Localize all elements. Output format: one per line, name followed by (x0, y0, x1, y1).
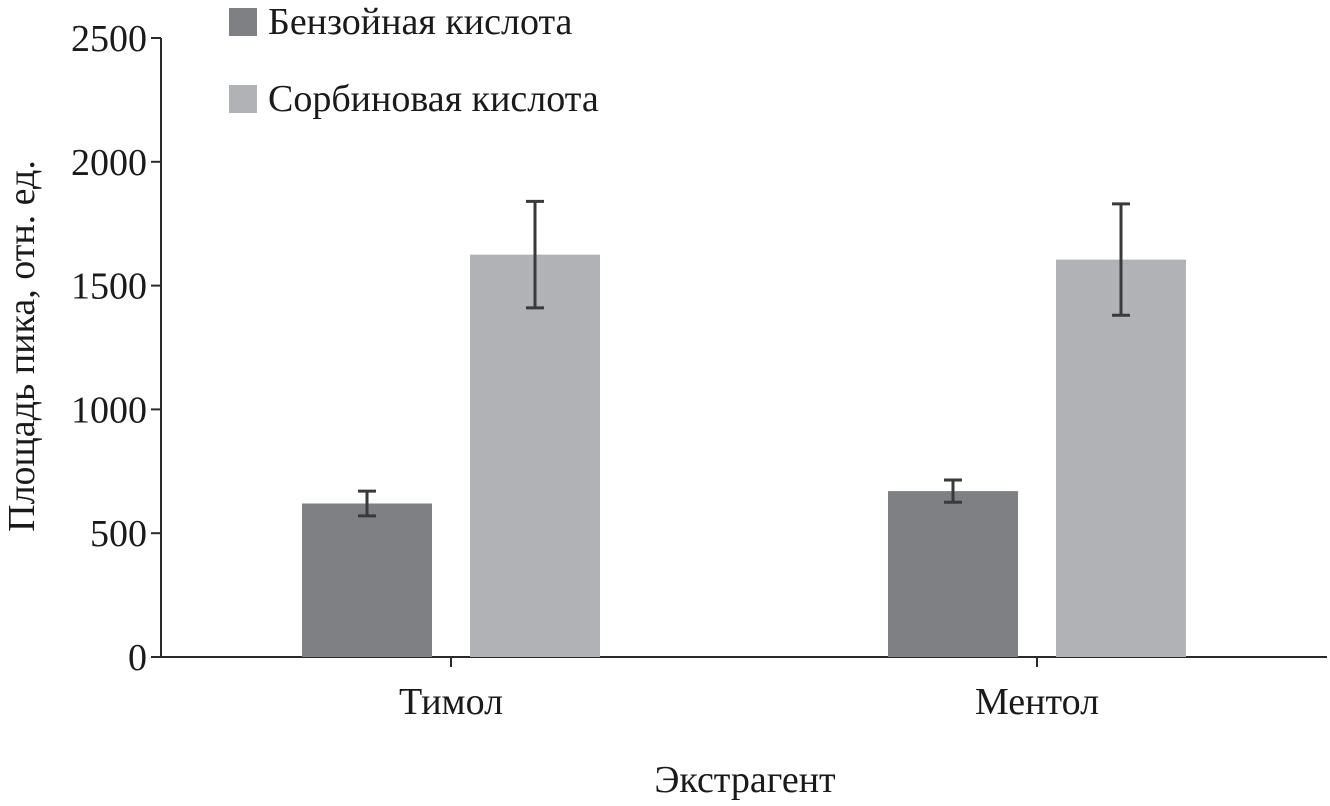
bar (1056, 259, 1186, 657)
legend-label: Сорбиновая кислота (268, 78, 599, 120)
legend-item: Бензойная кислота (229, 1, 573, 43)
y-tick-label: 2500 (71, 18, 147, 60)
error-bar (1112, 202, 1130, 317)
y-tick-label: 0 (128, 637, 147, 679)
y-axis: 0 500 1000 1500 2000 2500 (71, 18, 162, 679)
error-bar (944, 478, 962, 504)
error-bars (358, 199, 1130, 518)
x-tick-label: Тимол (399, 681, 503, 723)
y-tick-label: 500 (90, 513, 147, 555)
bar (470, 254, 600, 657)
y-tick-label: 1500 (71, 266, 147, 308)
error-bar (358, 489, 376, 518)
legend-label: Бензойная кислота (268, 1, 573, 43)
bars (302, 254, 1186, 657)
bar (302, 503, 432, 657)
x-tick-label: Ментол (975, 681, 1099, 723)
y-tick-label: 2000 (71, 142, 147, 184)
y-axis-label: Площадь пика, отн. ед. (1, 160, 43, 532)
x-axis-label: Экстрагент (654, 759, 836, 801)
x-axis: Тимол Ментол (161, 656, 1327, 723)
legend-swatch (229, 85, 257, 113)
legend-item: Сорбиновая кислота (229, 78, 599, 120)
legend: Бензойная кислота Сорбиновая кислота (229, 1, 599, 120)
error-bar (526, 199, 544, 310)
y-tick-label: 1000 (71, 389, 147, 431)
legend-swatch (229, 8, 257, 36)
bar (888, 491, 1018, 657)
